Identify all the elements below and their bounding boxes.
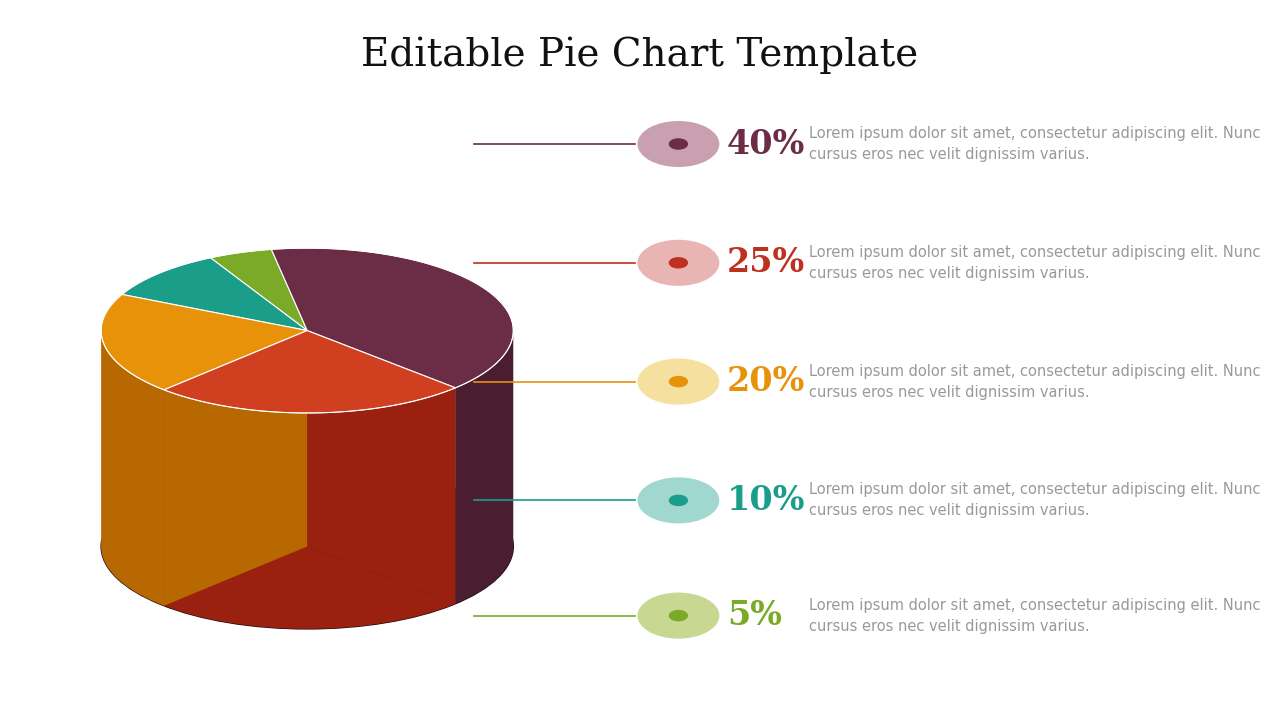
Text: Lorem ipsum dolor sit amet, consectetur adipiscing elit. Nunc
cursus eros nec ve: Lorem ipsum dolor sit amet, consectetur … — [809, 364, 1261, 400]
Text: Lorem ipsum dolor sit amet, consectetur adipiscing elit. Nunc
cursus eros nec ve: Lorem ipsum dolor sit amet, consectetur … — [809, 245, 1261, 281]
Polygon shape — [122, 258, 307, 330]
Polygon shape — [210, 249, 307, 330]
Ellipse shape — [101, 464, 513, 629]
Polygon shape — [101, 294, 307, 390]
Polygon shape — [164, 388, 456, 629]
Text: Lorem ipsum dolor sit amet, consectetur adipiscing elit. Nunc
cursus eros nec ve: Lorem ipsum dolor sit amet, consectetur … — [809, 598, 1261, 634]
Text: 10%: 10% — [727, 484, 805, 517]
Polygon shape — [164, 330, 307, 606]
Polygon shape — [307, 330, 456, 603]
Text: 40%: 40% — [727, 127, 805, 161]
Text: Editable Pie Chart Template: Editable Pie Chart Template — [361, 36, 919, 73]
Text: 20%: 20% — [727, 365, 805, 398]
Polygon shape — [307, 330, 456, 603]
Polygon shape — [101, 330, 164, 606]
Polygon shape — [456, 331, 513, 603]
Polygon shape — [164, 330, 307, 606]
Polygon shape — [164, 330, 456, 413]
Text: 5%: 5% — [727, 599, 782, 632]
Text: Lorem ipsum dolor sit amet, consectetur adipiscing elit. Nunc
cursus eros nec ve: Lorem ipsum dolor sit amet, consectetur … — [809, 126, 1261, 162]
Text: Lorem ipsum dolor sit amet, consectetur adipiscing elit. Nunc
cursus eros nec ve: Lorem ipsum dolor sit amet, consectetur … — [809, 482, 1261, 518]
Polygon shape — [271, 248, 513, 388]
Text: 25%: 25% — [727, 246, 805, 279]
